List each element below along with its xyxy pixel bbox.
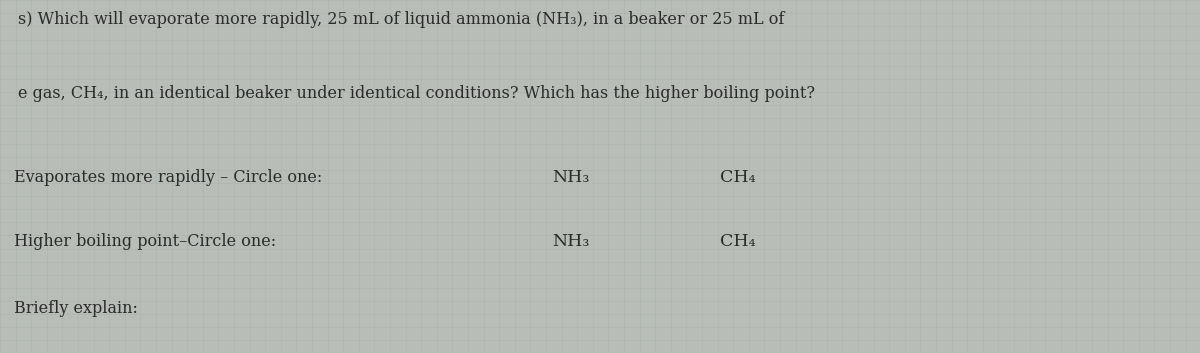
Text: NH₃: NH₃ — [552, 233, 589, 250]
Text: Briefly explain:: Briefly explain: — [14, 300, 138, 317]
Text: e gas, CH₄, in an identical beaker under identical conditions? Which has the hig: e gas, CH₄, in an identical beaker under… — [18, 85, 815, 102]
Text: CH₄: CH₄ — [720, 233, 756, 250]
Text: CH₄: CH₄ — [720, 169, 756, 186]
Text: s) Which will evaporate more rapidly, 25 mL of liquid ammonia (NH₃), in a beaker: s) Which will evaporate more rapidly, 25… — [18, 11, 785, 28]
Text: Higher boiling point–Circle one:: Higher boiling point–Circle one: — [14, 233, 276, 250]
Text: NH₃: NH₃ — [552, 169, 589, 186]
Text: Evaporates more rapidly – Circle one:: Evaporates more rapidly – Circle one: — [14, 169, 323, 186]
